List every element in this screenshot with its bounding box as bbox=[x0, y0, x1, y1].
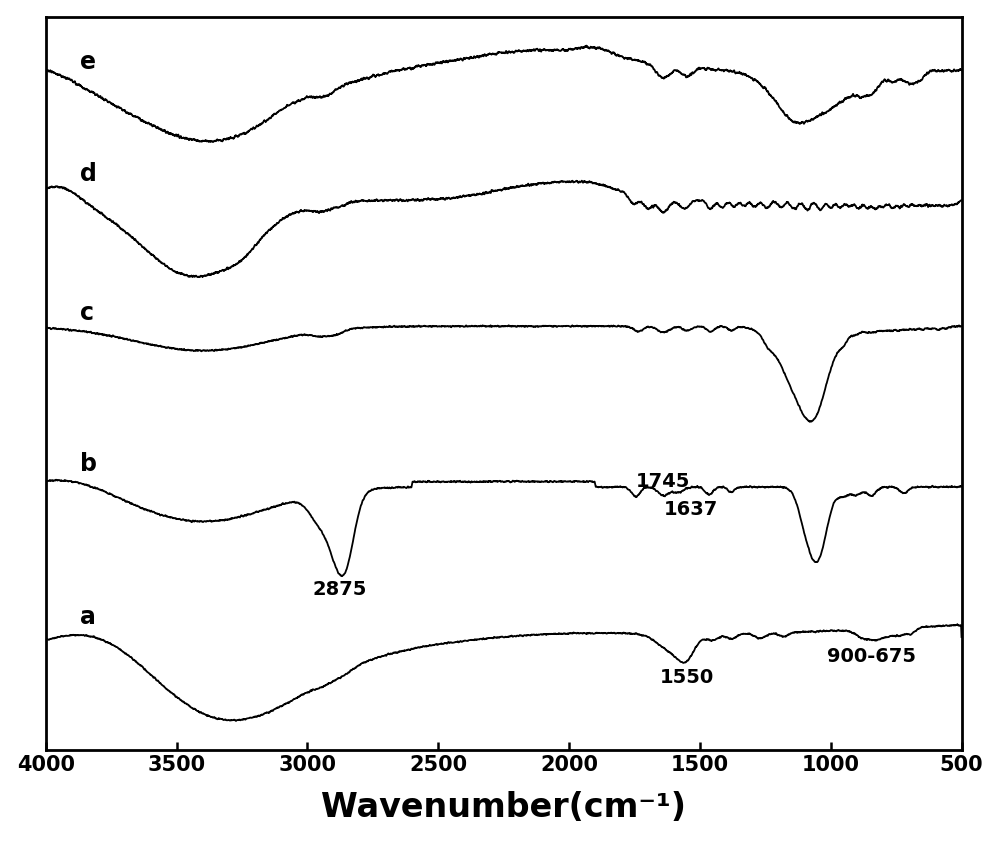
Text: e: e bbox=[80, 50, 96, 74]
Text: 1550: 1550 bbox=[660, 668, 714, 687]
Text: c: c bbox=[80, 301, 94, 325]
Text: 1637: 1637 bbox=[664, 500, 718, 519]
Text: 1745: 1745 bbox=[636, 472, 690, 491]
Text: d: d bbox=[80, 162, 97, 186]
Text: 2875: 2875 bbox=[313, 580, 367, 600]
Text: 900-675: 900-675 bbox=[827, 647, 916, 665]
Text: a: a bbox=[80, 605, 96, 629]
X-axis label: Wavenumber(cm⁻¹): Wavenumber(cm⁻¹) bbox=[321, 791, 686, 824]
Text: b: b bbox=[80, 452, 97, 476]
